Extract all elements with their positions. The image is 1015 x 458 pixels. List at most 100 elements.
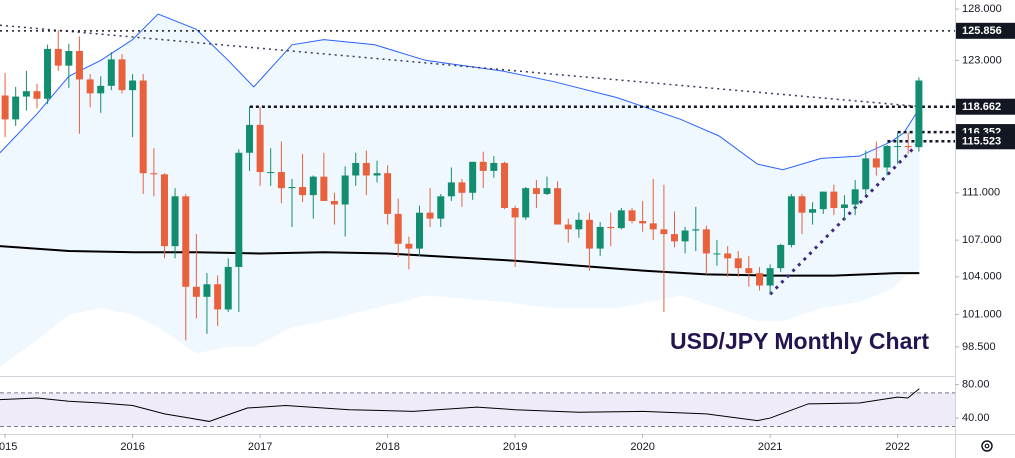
candle-body [564, 224, 572, 230]
candle-body [490, 162, 498, 171]
candle-body [756, 273, 764, 286]
x-tick-label: 2015 [0, 441, 17, 453]
rsi-tick-label: 80.00 [962, 378, 990, 390]
candle-body [469, 161, 477, 193]
candle-body [384, 173, 392, 214]
price-box-label: 125.856 [962, 25, 1002, 37]
candle-body [267, 172, 275, 174]
candle-body [745, 268, 753, 274]
candle-body [670, 234, 678, 242]
y-tick-label: 128.000 [962, 3, 1002, 15]
candle-body [320, 176, 328, 201]
candle-body [511, 207, 519, 218]
candle-body [192, 286, 200, 297]
candle-body [341, 175, 349, 205]
candle-body [777, 244, 785, 269]
main-pane [0, 13, 955, 367]
chart-title: USD/JPY Monthly Chart [670, 328, 929, 354]
candle-body [288, 187, 296, 189]
candle-body [352, 162, 360, 176]
candle-body [65, 51, 73, 66]
candle-body [447, 182, 455, 197]
price-box-label: 115.523 [962, 136, 1001, 148]
candle-body [160, 174, 168, 247]
candle-body [809, 209, 817, 213]
candle-body [1, 95, 9, 120]
rsi-tick-label: 40.00 [962, 412, 990, 424]
candle-body [405, 243, 413, 249]
y-tick-label: 101.000 [962, 308, 1002, 320]
candle-body [798, 196, 806, 213]
x-tick-label: 2016 [120, 441, 144, 453]
candle-body [692, 229, 700, 231]
candle-body [501, 162, 509, 208]
candle-body [766, 268, 774, 286]
price-box [956, 98, 1015, 115]
x-tick-label: 2017 [248, 441, 272, 453]
candle-body [415, 212, 423, 249]
candle-body [713, 253, 721, 255]
candle-body [97, 85, 105, 94]
candle-body [171, 196, 179, 247]
x-tick-label: 2019 [503, 441, 527, 453]
candle-body [426, 212, 434, 219]
price-box-label: 118.662 [962, 101, 1001, 113]
candle-body [894, 146, 902, 148]
candle-body [851, 189, 859, 205]
candle-body [362, 162, 370, 176]
candle-body [86, 79, 94, 94]
candle-body [532, 188, 540, 194]
candle-body [44, 48, 52, 99]
candle-body [246, 124, 254, 153]
price-box [956, 22, 1015, 39]
candle-body [787, 196, 795, 245]
y-tick-label: 107.000 [962, 234, 1002, 246]
candle-body [830, 191, 838, 208]
x-tick-label: 2021 [758, 441, 782, 453]
settings-icon[interactable] [981, 440, 993, 452]
candle-body [840, 204, 848, 208]
x-tick-label: 2018 [375, 441, 399, 453]
candle-body [150, 173, 158, 175]
candle-body [639, 220, 647, 224]
y-tick-label: 111.000 [962, 187, 1000, 199]
x-tick-label: 2022 [885, 441, 909, 453]
candle-body [33, 91, 41, 99]
upper-band [0, 13, 920, 171]
gear-hub[interactable] [984, 443, 990, 449]
candle-body [554, 188, 562, 225]
candle-body [214, 284, 222, 310]
candle-body [681, 230, 689, 242]
candle-body [734, 258, 742, 269]
candle-body [394, 213, 402, 244]
candle-body [277, 172, 285, 189]
candle-body [182, 196, 190, 287]
candle-body [373, 173, 381, 176]
candle-body [235, 152, 243, 267]
candle-body [628, 210, 636, 221]
candle-body [660, 229, 668, 235]
candle-body [596, 226, 604, 249]
candle-body [458, 182, 466, 193]
gear-ring[interactable] [981, 440, 993, 452]
candle-body [819, 191, 827, 210]
candle-body [575, 219, 583, 230]
y-tick-label: 104.000 [962, 271, 1002, 283]
candle-body [256, 124, 264, 173]
candle-body [118, 59, 126, 91]
candle-body [479, 161, 487, 171]
candle-body [522, 188, 530, 218]
candle-body [862, 158, 870, 190]
candle-body [649, 223, 657, 230]
candle-body [75, 51, 83, 80]
candle-body [12, 96, 20, 120]
candle-body [224, 266, 232, 310]
candle-body [585, 219, 593, 249]
x-tick-label: 2020 [630, 441, 654, 453]
candle-body [203, 284, 211, 297]
candle-body [22, 91, 30, 97]
candle-body [129, 80, 137, 91]
candle-body [724, 253, 732, 259]
